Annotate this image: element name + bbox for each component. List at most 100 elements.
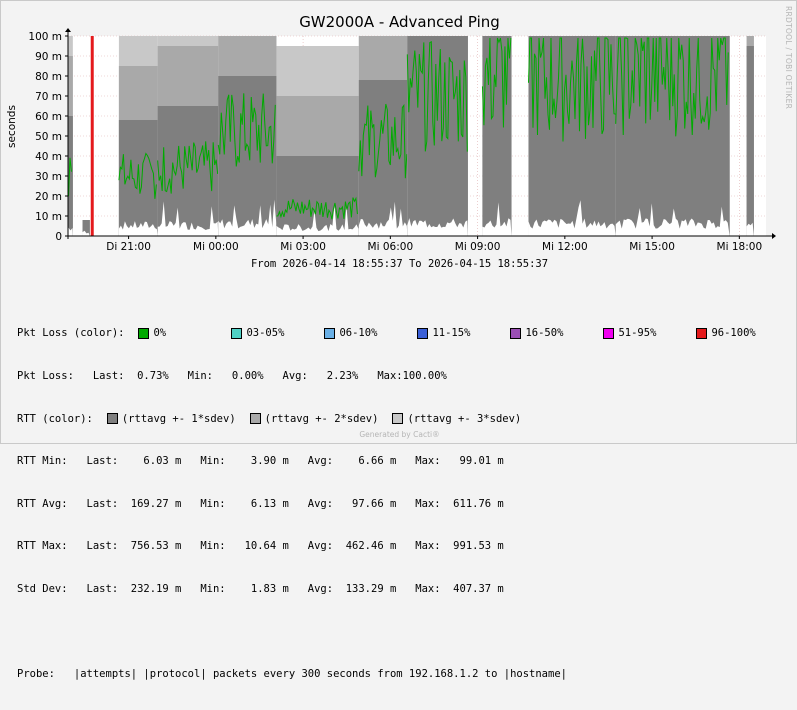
x-tick-label: Mi 06:00 <box>368 241 414 253</box>
loss-legend-swatch <box>603 327 615 339</box>
sdev1-area <box>218 76 277 236</box>
y-tick-label: 20 m <box>35 191 62 203</box>
rtt-avg-line <box>615 37 729 137</box>
blank-row <box>17 625 775 639</box>
loss-legend-swatch <box>417 327 429 339</box>
y-tick-label: 90 m <box>35 51 62 63</box>
loss-legend-label: 06-10% <box>339 327 378 340</box>
std-dev-row: Std Dev: Last: 232.19 m Min: 1.83 m Avg:… <box>17 582 504 595</box>
rtt-min-area <box>118 221 158 236</box>
sdev1-area <box>746 46 754 236</box>
rtt-avg-line <box>67 157 72 197</box>
sdev1-area <box>528 36 616 236</box>
pkt-loss-color-label: Pkt Loss (color): <box>17 327 125 340</box>
data-segment <box>217 36 277 236</box>
loss-legend-swatch <box>324 327 336 339</box>
y-tick-label: 10 m <box>35 211 62 223</box>
pkt-loss-stats-row: Pkt Loss: Last: 0.73% Min: 0.00% Avg: 2.… <box>17 370 447 382</box>
data-segment <box>527 36 616 236</box>
y-axis-arrow <box>65 28 71 32</box>
rtt-min-area <box>157 201 219 236</box>
rtt-avg-line <box>276 196 358 220</box>
rtt-avg-line <box>481 37 512 128</box>
rtt-min-area <box>746 222 754 236</box>
rtt-avg-line <box>358 103 408 179</box>
x-tick-label: Di 21:00 <box>106 241 151 253</box>
rtt-avg-line <box>406 41 468 152</box>
x-tick-label: Mi 09:00 <box>455 241 501 253</box>
loss-marker-96-100 <box>90 36 94 236</box>
data-segment <box>67 36 73 236</box>
axes <box>65 28 776 239</box>
sdev1-area <box>68 116 73 236</box>
y-tick-label: 50 m <box>35 131 62 143</box>
rtt-min-area <box>358 201 408 236</box>
loss-legend-label: 51-95% <box>618 327 657 340</box>
loss-legend-label: 11-15% <box>432 327 471 340</box>
loss-legend-label: 03-05% <box>246 327 285 340</box>
legend: Pkt Loss (color): 0% 03-05% 06-10% 11-15% 16… <box>17 298 775 710</box>
sdev1-area <box>615 36 730 236</box>
rtt-min-area <box>68 227 73 236</box>
data-segment <box>82 220 90 236</box>
rtt-legend-label: (rttavg +- 1*sdev) <box>121 412 236 425</box>
loss-legend-swatch <box>510 327 522 339</box>
graph-image: GW2000A - Advanced Ping seconds RRDTOOL … <box>0 0 797 680</box>
data-segment <box>406 36 468 236</box>
pkt-loss-color-items: 0% 03-05% 06-10% 11-15% 16-50% 51-95% 96-100% <box>124 326 775 340</box>
rtt-legend-label: (rttavg +- 2*sdev) <box>264 412 379 425</box>
rtt-min-area <box>407 218 468 236</box>
loss-legend-label: 16-50% <box>525 327 564 340</box>
rrdtool-watermark: RRDTOOL / TOBI OETIKER <box>784 6 793 110</box>
y-tick-label: 100 m <box>28 31 62 43</box>
rtt-deviation-areas <box>67 36 754 236</box>
rtt-legend-swatch <box>249 413 261 425</box>
rtt-avg-line <box>118 152 157 199</box>
probe-row: Probe: |attempts| |protocol| packets eve… <box>17 668 567 681</box>
rtt-avg-line <box>527 37 616 142</box>
packet-loss-markers <box>90 36 94 236</box>
loss-legend-label: 96-100% <box>711 327 756 340</box>
x-tick-label: Mi 15:00 <box>629 241 675 253</box>
y-tick-labels: 0 10 m 20 m 30 m 40 m 50 m 60 m 70 m 80 m 90 m 100… <box>28 31 62 243</box>
rtt-avg-row: RTT Avg: Last: 169.27 m Min: 6.13 m Avg:… <box>17 497 504 510</box>
x-tick-label: Mi 00:00 <box>193 241 239 253</box>
y-tick-label: 60 m <box>35 111 62 123</box>
sdev1-area <box>118 120 158 236</box>
y-tick-label: 30 m <box>35 171 62 183</box>
x-axis-arrow <box>772 233 776 239</box>
rtt-min-area <box>276 204 359 236</box>
data-segment <box>118 36 158 236</box>
rtt-legend-label: (rttavg +- 3*sdev) <box>407 412 522 425</box>
rtt-min-area <box>528 200 616 236</box>
chart-title: GW2000A - Advanced Ping <box>299 13 500 31</box>
loss-legend-swatch <box>138 327 150 339</box>
rtt-min-row: RTT Min: Last: 6.03 m Min: 3.90 m Avg: 6… <box>17 455 504 468</box>
chart-plot: 0 10 m 20 m 30 m 40 m 50 m 60 m 70 m 80 m 90 m 100… <box>28 28 776 253</box>
y-tick-label: 40 m <box>35 151 62 163</box>
sdev1-area <box>82 220 90 236</box>
rtt-min-area <box>82 230 90 236</box>
footer-credit: Generated by Cacti® <box>359 430 440 439</box>
rtt-max-row: RTT Max: Last: 756.53 m Min: 10.64 m Avg… <box>17 540 504 553</box>
x-tick-labels: Di 21:00 Mi 00:00 Mi 03:00 Mi 06:00 Mi 09:00… <box>106 241 762 253</box>
rtt-color-items: (rttavg +- 1*sdev) (rttavg +- 2*sdev) (rtt… <box>93 412 521 426</box>
loss-legend-swatch <box>696 327 708 339</box>
rtt-color-row: RTT (color): (rttavg +- 1*sdev) (rttavg +… <box>17 412 775 426</box>
data-segment <box>157 36 219 236</box>
rtt-color-label: RTT (color): <box>17 412 93 425</box>
data-segment <box>481 36 512 236</box>
rtt-avg-line <box>157 141 219 194</box>
loss-legend-swatch <box>231 327 243 339</box>
sdev1-area <box>157 106 219 236</box>
x-tick-label: Mi 12:00 <box>542 241 588 253</box>
pkt-loss-color-row: Pkt Loss (color): 0% 03-05% 06-10% 11-15% 16… <box>17 326 775 340</box>
x-tick-label: Mi 03:00 <box>280 241 326 253</box>
data-segment <box>276 46 359 236</box>
y-tick-label: 0 <box>55 231 62 243</box>
data-segment <box>746 36 754 236</box>
rtt-legend-swatch <box>392 413 404 425</box>
rtt-avg-line <box>217 93 276 167</box>
loss-legend-label: 0% <box>153 327 167 340</box>
y-tick-label: 80 m <box>35 71 62 83</box>
